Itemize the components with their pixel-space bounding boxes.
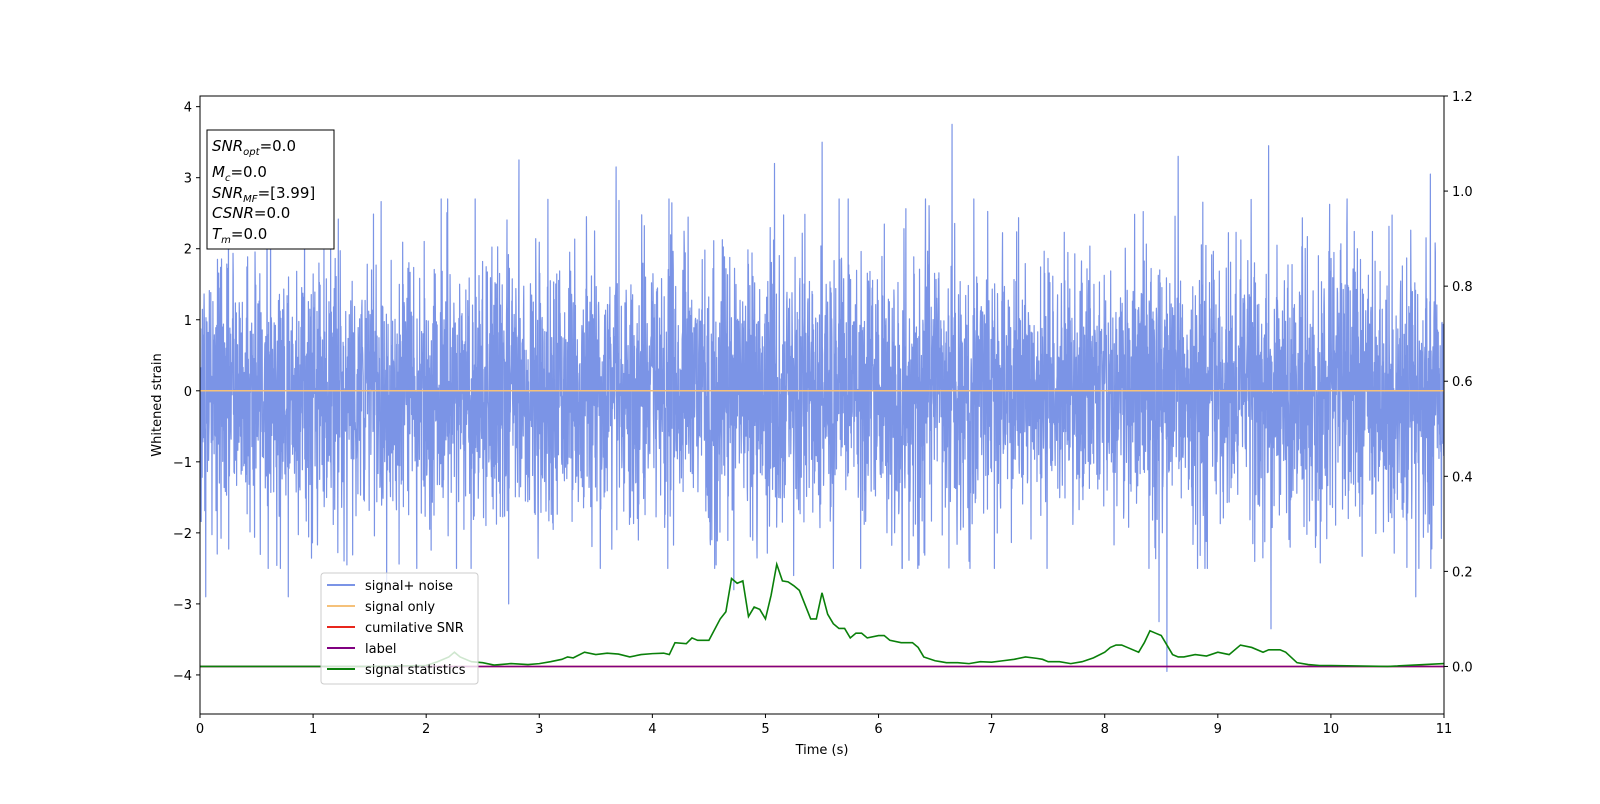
axes: 0 1 2 3 4 5 6 7 8 9 10 11 −4 −3 −2 −1 0 1 2 3 4 0.0 0.2 0.4 0.6 0…: [173, 90, 1473, 737]
y-left-tick-label-4: 0: [184, 385, 192, 400]
legend-label-signal-only: signal only: [365, 600, 435, 615]
legend-label-signal-statistics: signal statistics: [365, 663, 466, 678]
legend-label-label: label: [365, 642, 396, 657]
y-right-tick-label-1: 0.2: [1452, 565, 1473, 580]
series-signal-statistics-line: [200, 561, 1444, 668]
info-csnr: CSNR=0.0: [212, 204, 290, 222]
y-right-tick-label-6: 1.2: [1452, 90, 1473, 105]
x-tick-label-5: 5: [761, 722, 769, 737]
series-signal-noise-line: [200, 123, 1444, 672]
y-right-tick-label-3: 0.6: [1452, 375, 1473, 390]
x-tick-label-3: 3: [535, 722, 543, 737]
info-mc-value: =0.0: [230, 163, 266, 181]
x-tick-label-8: 8: [1101, 722, 1109, 737]
y-right-tick-label-2: 0.4: [1452, 470, 1473, 485]
legend-item-signal-noise: signal+ noise: [327, 579, 453, 594]
legend-item-signal-only: signal only: [327, 600, 435, 615]
x-tick-label-0: 0: [196, 722, 204, 737]
plot-frame: [199, 95, 1445, 715]
y-right-tick-label-5: 1.0: [1452, 185, 1473, 200]
y-left-tick-label-7: 3: [184, 172, 192, 187]
info-snr-mf-base: SNR: [212, 184, 243, 202]
legend-frame: [320, 572, 479, 685]
info-snr-mf-sub: MF: [243, 194, 258, 205]
y-left-tick-label-8: 4: [184, 101, 192, 116]
info-snr-opt: SNRopt=0.0: [212, 137, 296, 158]
info-snr-mf: SNRMF=[3.99]: [212, 184, 315, 205]
info-snr-opt-value: =0.0: [260, 137, 296, 155]
info-snr-opt-sub: opt: [243, 147, 260, 158]
x-axis-label: Time (s): [795, 743, 849, 758]
y-left-tick-label-2: −2: [173, 527, 192, 542]
y-right-tick-label-4: 0.8: [1452, 280, 1473, 295]
info-tm: Tm=0.0: [212, 225, 267, 246]
info-mc-sub: c: [225, 173, 231, 184]
y-left-tick-label-5: 1: [184, 314, 192, 329]
info-mc: Mc=0.0: [212, 163, 267, 184]
x-tick-label-7: 7: [987, 722, 995, 737]
y-left-tick-label-6: 2: [184, 243, 192, 258]
y-left-tick-label-1: −3: [173, 598, 192, 613]
y-right-tick-label-0: 0.0: [1452, 660, 1473, 675]
info-snr-opt-base: SNR: [212, 137, 243, 155]
y-left-tick-label-0: −4: [173, 669, 192, 684]
info-mc-base: M: [212, 163, 225, 181]
info-tm-sub: m: [221, 235, 231, 246]
x-tick-label-10: 10: [1323, 722, 1340, 737]
info-csnr-base: CSNR: [212, 204, 254, 222]
y-left-tick-label-3: −1: [173, 456, 192, 471]
x-tick-label-2: 2: [422, 722, 430, 737]
legend-item-signal-statistics: signal statistics: [327, 663, 466, 678]
info-tm-value: =0.0: [231, 225, 267, 243]
y-axis-label: Whitened strain: [150, 353, 165, 456]
info-snr-mf-value: =[3.99]: [258, 184, 316, 202]
legend-item-cumilative-snr: cumilative SNR: [327, 621, 464, 636]
x-tick-label-11: 11: [1436, 722, 1453, 737]
legend-label-cumilative-snr: cumilative SNR: [365, 621, 464, 636]
info-box-frame: [206, 129, 335, 250]
info-box: SNRopt=0.0 Mc=0.0 SNRMF=[3.99] CSNR=0.0 …: [206, 129, 335, 250]
x-tick-label-9: 9: [1214, 722, 1222, 737]
x-tick-label-4: 4: [648, 722, 656, 737]
info-tm-base: T: [212, 225, 223, 243]
legend-label-signal-noise: signal+ noise: [365, 579, 453, 594]
legend: signal+ noise signal only cumilative SNR…: [320, 572, 479, 685]
x-tick-label-1: 1: [309, 722, 317, 737]
x-tick-label-6: 6: [874, 722, 882, 737]
info-csnr-value: =0.0: [254, 204, 290, 222]
legend-item-label: label: [327, 642, 396, 657]
